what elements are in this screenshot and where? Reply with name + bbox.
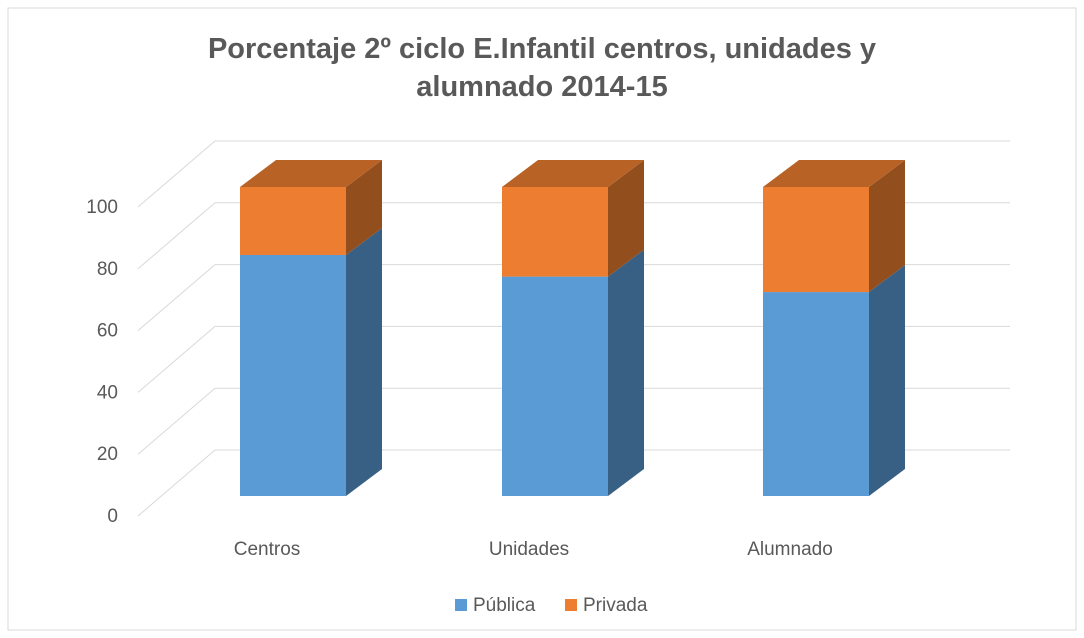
- bar-top: [763, 160, 905, 187]
- bar: [502, 276, 608, 496]
- chart-title: Porcentaje 2º ciclo E.Infantil centros, …: [208, 33, 876, 103]
- grid-line-side: [137, 449, 216, 517]
- bar-side: [608, 160, 644, 277]
- y-tick-label: 60: [97, 321, 118, 342]
- y-tick-label: 100: [86, 197, 118, 218]
- legend-label: Privada: [583, 595, 648, 616]
- y-tick-label: 40: [97, 382, 118, 403]
- bar-side: [608, 249, 644, 496]
- x-tick-label: Alumnado: [747, 539, 833, 560]
- legend-swatch: [565, 599, 577, 611]
- bar-side: [346, 227, 382, 497]
- y-tick-label: 0: [107, 506, 118, 527]
- bar: [763, 292, 869, 496]
- grid-line-side: [137, 140, 216, 208]
- bar-top: [502, 160, 644, 187]
- x-tick-label: Centros: [234, 539, 301, 560]
- bar-top: [240, 160, 382, 187]
- grid-line-side: [137, 202, 216, 270]
- legend-swatch: [455, 599, 467, 611]
- grid-line-side: [137, 387, 216, 455]
- bar: [240, 254, 346, 496]
- bar-side: [346, 160, 382, 255]
- bar-side: [869, 160, 905, 293]
- bar: [763, 187, 869, 293]
- y-tick-label: 80: [97, 259, 118, 280]
- bar: [502, 187, 608, 277]
- grid-line-side: [137, 264, 216, 331]
- grid-line-side: [137, 326, 216, 393]
- bar: [240, 187, 346, 255]
- x-tick-label: Unidades: [489, 539, 569, 560]
- y-tick-label: 20: [97, 444, 118, 465]
- legend-label: Pública: [473, 595, 536, 616]
- bar-side: [869, 265, 905, 496]
